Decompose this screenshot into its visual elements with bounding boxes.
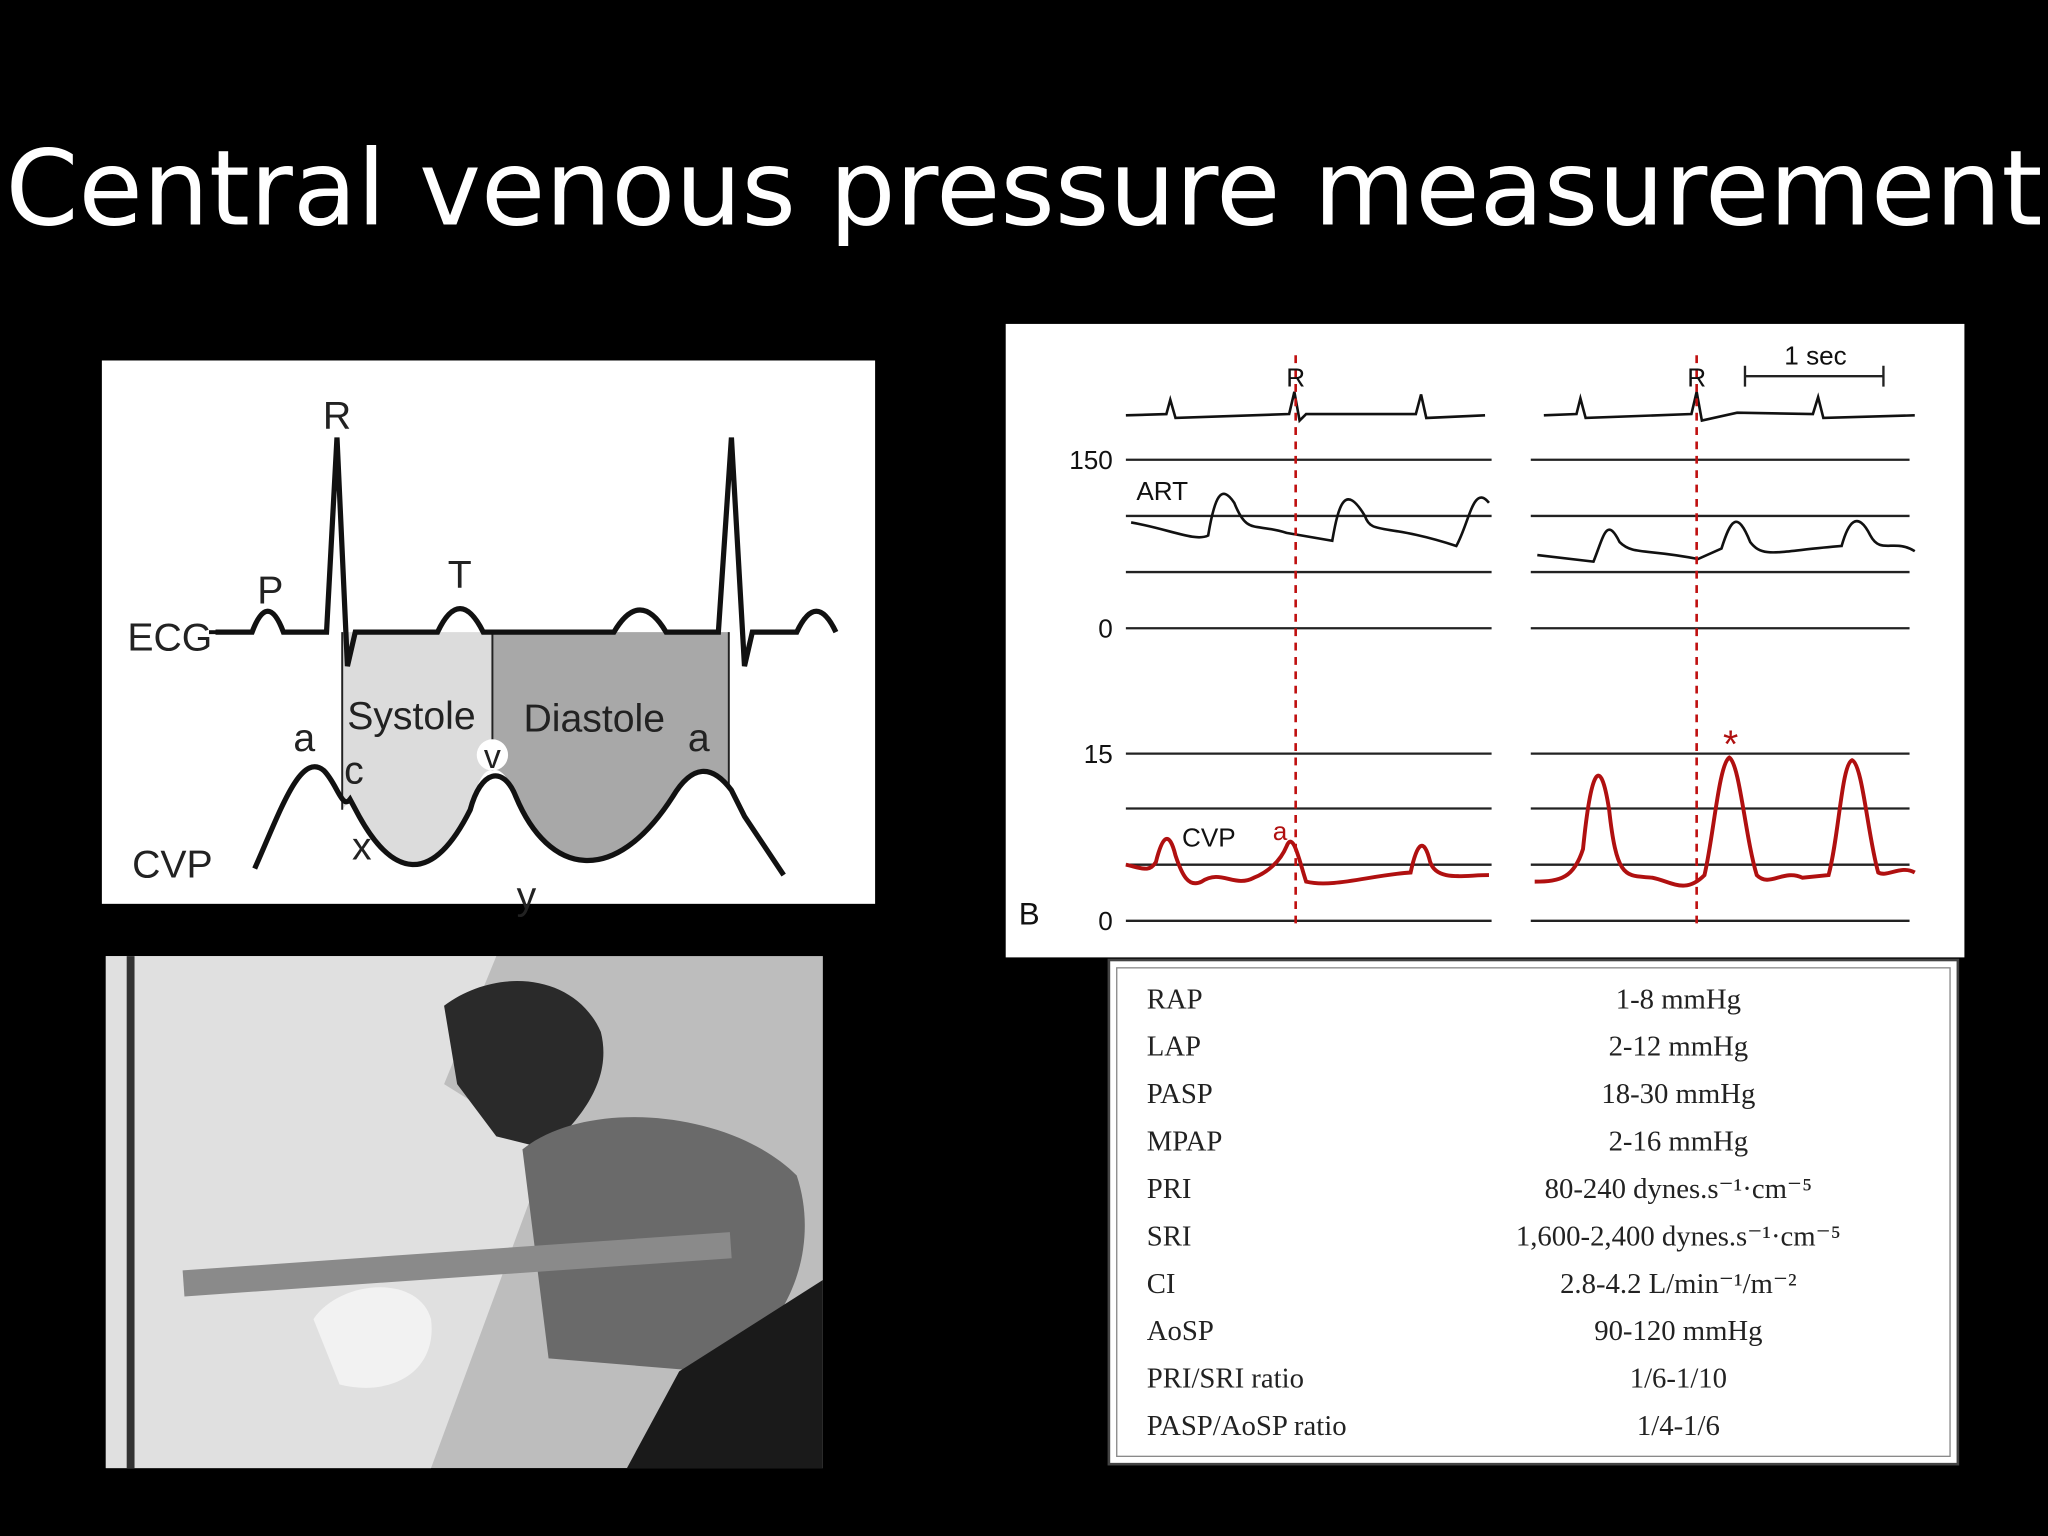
row-name: LAP xyxy=(1147,1031,1201,1063)
time-scale-bar xyxy=(1743,365,1885,387)
v-label: v xyxy=(484,738,501,776)
row-name: SRI xyxy=(1147,1220,1192,1252)
waveform-panel: R R 1 sec 150 ART 0 15 CVP a 0 B * xyxy=(1005,323,1965,958)
axis-label: 0 xyxy=(1098,613,1113,643)
table-border xyxy=(1116,967,1951,1457)
row-value: 1/6-1/10 xyxy=(1630,1363,1727,1395)
r-label: R xyxy=(323,394,351,437)
time-scale-label: 1 sec xyxy=(1784,340,1846,370)
asterisk: * xyxy=(1723,724,1738,767)
row-name: RAP xyxy=(1147,983,1203,1015)
cvp-label: CVP xyxy=(1182,822,1236,852)
diastole-region xyxy=(492,632,729,861)
row-value: 1/4-1/6 xyxy=(1637,1410,1720,1442)
cvp-trace xyxy=(1534,755,1916,888)
art-label: ART xyxy=(1136,476,1188,506)
panel-background xyxy=(1005,323,1965,958)
row-value: 80-240 dynes.s⁻¹·cm⁻⁵ xyxy=(1545,1173,1813,1205)
panel-label: B xyxy=(1019,897,1040,932)
row-name: MPAP xyxy=(1147,1126,1223,1158)
row-name: PRI xyxy=(1147,1173,1192,1205)
cvp-label: CVP xyxy=(132,844,213,887)
table-background xyxy=(1107,958,1960,1466)
art-trace xyxy=(1537,520,1916,564)
row-name: PRI/SRI ratio xyxy=(1147,1363,1304,1395)
row-value: 18-30 mmHg xyxy=(1601,1078,1755,1110)
slide-title: Central venous pressure measurement xyxy=(6,128,2043,250)
row-value: 90-120 mmHg xyxy=(1594,1315,1762,1347)
ecg-cvp-diagram: R P T ECG Systole Diastole a c v x y a C… xyxy=(101,360,876,918)
t-label: T xyxy=(448,554,472,597)
systole-region xyxy=(342,632,493,865)
cvp-trace xyxy=(1125,837,1489,886)
p-label: P xyxy=(257,569,283,612)
axis-label: 150 xyxy=(1069,445,1113,475)
ecg-trace xyxy=(1543,391,1915,423)
axis-label: 0 xyxy=(1098,906,1113,936)
photo-sheet xyxy=(105,956,549,1469)
a-wave-label: a xyxy=(1273,816,1288,846)
reference-lines xyxy=(1125,458,1492,922)
a-label: a xyxy=(293,717,315,760)
a-label: a xyxy=(688,717,710,760)
axis-label: 15 xyxy=(1084,739,1113,769)
row-value: 1,600-2,400 dynes.s⁻¹·cm⁻⁵ xyxy=(1516,1220,1841,1252)
reference-lines xyxy=(1530,458,1910,922)
row-value: 2-16 mmHg xyxy=(1609,1126,1749,1158)
x-label: x xyxy=(352,825,372,868)
systole-label: Systole xyxy=(347,695,475,738)
r-label: R xyxy=(1286,363,1305,393)
art-trace xyxy=(1130,492,1490,548)
photo-arm xyxy=(626,1280,823,1469)
row-name: AoSP xyxy=(1147,1315,1214,1347)
row-value: 1-8 mmHg xyxy=(1616,983,1741,1015)
v-marker xyxy=(476,739,509,771)
r-label: R xyxy=(1687,363,1706,393)
ecg-label: ECG xyxy=(127,616,212,659)
diastole-label: Diastole xyxy=(524,697,666,740)
photo-head xyxy=(444,981,604,1150)
photo-hand xyxy=(313,1287,432,1388)
c-label: c xyxy=(344,750,364,793)
cvp-trace xyxy=(252,764,786,877)
reference-table: RAP 1-8 mmHg LAP 2-12 mmHg PASP 18-30 mmHg MPA… xyxy=(1107,958,1960,1466)
row-name: CI xyxy=(1147,1268,1176,1300)
row-name: PASP xyxy=(1147,1078,1213,1110)
ecg-trace xyxy=(215,437,839,667)
photo-ruler xyxy=(182,1232,732,1297)
row-name: PASP/AoSP ratio xyxy=(1147,1410,1347,1442)
photo xyxy=(105,956,823,1469)
row-value: 2-12 mmHg xyxy=(1609,1031,1749,1063)
row-value: 2.8-4.2 L/min⁻¹/m⁻² xyxy=(1560,1268,1797,1300)
y-label: y xyxy=(517,875,537,918)
